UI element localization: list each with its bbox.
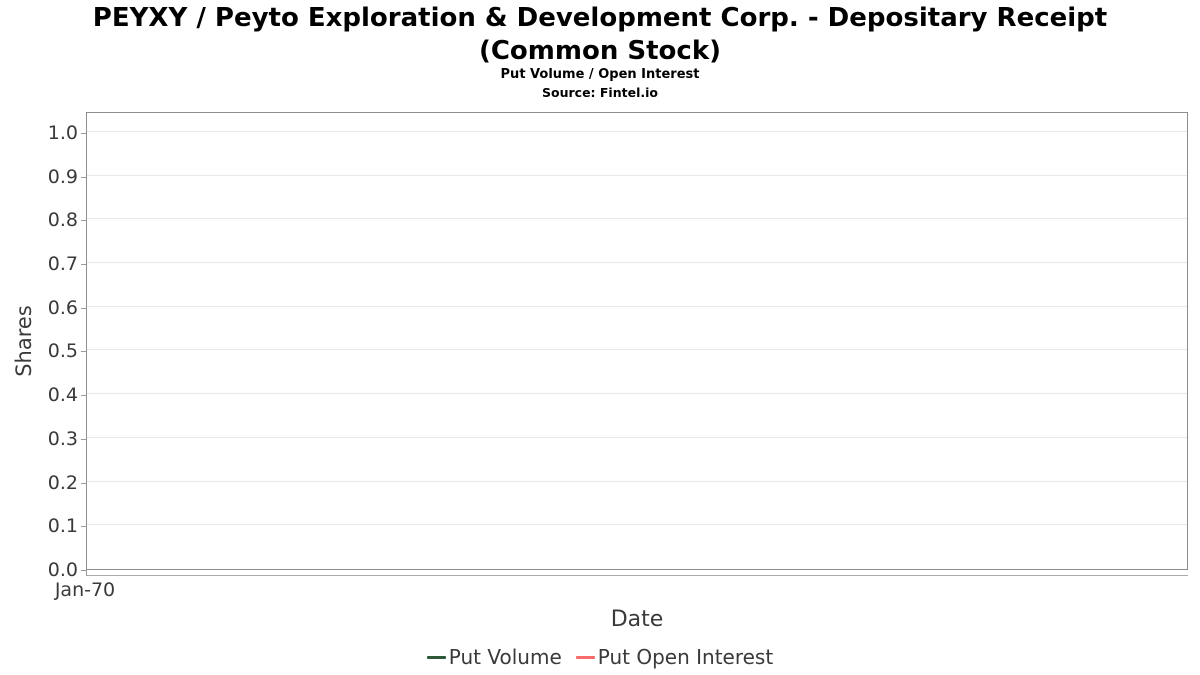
y-tick-mark [81,308,86,309]
put-open-interest-line-swatch-icon [575,655,595,659]
legend-label: Put Volume [448,645,562,669]
y-tick-label: 0.3 [47,428,78,450]
chart-legend: Put Volume Put Open Interest [0,645,1200,669]
y-tick-label: 0.9 [47,166,78,188]
gridline [87,175,1187,176]
gridline [87,262,1187,263]
y-tick-label: 0.0 [47,559,78,581]
y-tick-mark [81,570,86,571]
chart-subtitle: Put Volume / Open Interest [500,67,700,82]
gridline [87,481,1187,482]
gridline [87,131,1187,132]
legend-item-put-volume[interactable]: Put Volume [426,645,562,669]
chart-title: PEYXY / Peyto Exploration & Development … [0,2,1200,68]
y-tick-mark [81,264,86,265]
y-tick-label: 0.2 [47,472,78,494]
y-tick-label: 0.1 [47,515,78,537]
x-axis-line [86,575,1188,576]
y-tick-mark [81,483,86,484]
put-volume-line-swatch-icon [426,655,446,659]
y-tick-label: 0.6 [47,297,78,319]
y-tick-label: 1.0 [47,122,78,144]
y-tick-mark [81,133,86,134]
y-tick-label: 0.5 [47,340,78,362]
gridline [87,349,1187,350]
plot-area [86,112,1188,570]
y-tick-mark [81,439,86,440]
chart-source: Source: Fintel.io [542,85,658,100]
y-tick-mark [81,351,86,352]
x-tick-label: Jan-70 [54,579,116,601]
gridline [87,524,1187,525]
chart-title-text: PEYXY / Peyto Exploration & Development … [92,3,1108,66]
gridline [87,437,1187,438]
legend-label: Put Open Interest [597,645,774,669]
y-tick-label: 0.4 [47,384,78,406]
gridline [87,393,1187,394]
legend-item-put-open-interest[interactable]: Put Open Interest [575,645,774,669]
x-tick-mark [86,570,87,576]
gridline [87,218,1187,219]
x-axis-title: Date [610,607,664,632]
y-tick-mark [81,526,86,527]
gridline [87,306,1187,307]
y-tick-label: 0.8 [47,209,78,231]
y-tick-mark [81,220,86,221]
y-tick-label: 0.7 [47,253,78,275]
y-tick-mark [81,395,86,396]
y-tick-mark [81,177,86,178]
